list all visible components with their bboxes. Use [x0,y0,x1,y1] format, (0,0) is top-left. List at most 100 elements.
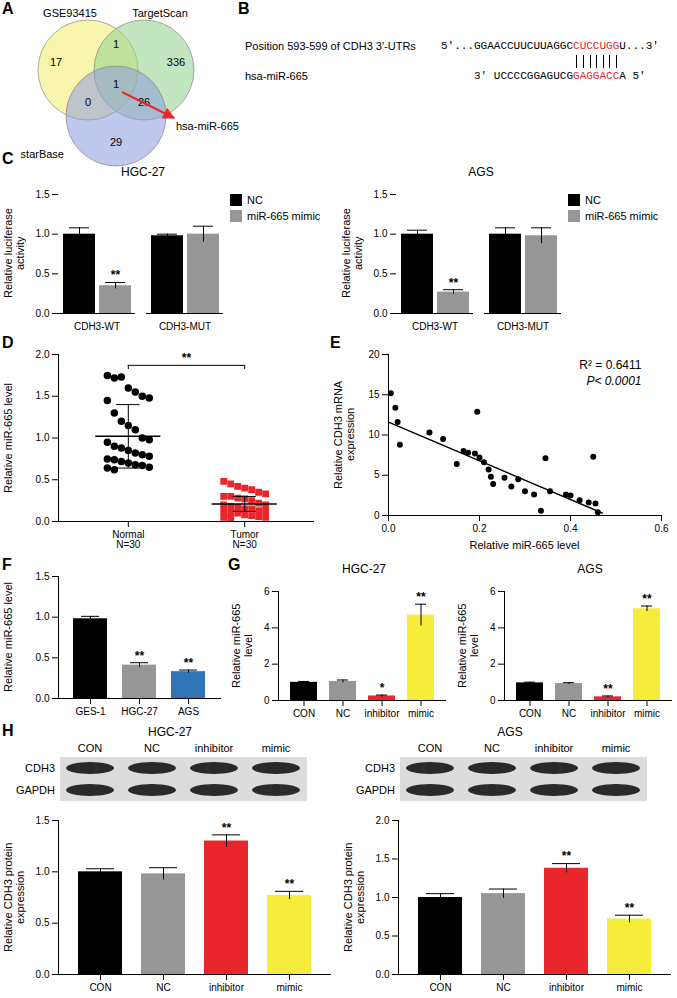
svg-text:4: 4 [490,622,496,633]
svg-text:0.0: 0.0 [36,308,50,319]
svg-text:1.5: 1.5 [374,189,388,200]
svg-text:5: 5 [374,469,380,480]
svg-text:R² = 0.6411: R² = 0.6411 [579,358,641,372]
svg-text:*: * [380,681,385,695]
svg-text:1.5: 1.5 [36,189,50,200]
svg-text:10: 10 [368,429,380,440]
svg-text:**: ** [449,276,459,290]
svg-text:0.4: 0.4 [564,523,578,534]
svg-text:**: ** [222,821,232,835]
svg-text:CDH3-WT: CDH3-WT [74,321,120,332]
svg-text:1.5: 1.5 [376,853,390,864]
svg-text:1: 1 [113,38,119,50]
svg-text:0.5: 0.5 [36,268,50,279]
svg-text:GAPDH: GAPDH [16,784,55,796]
svg-text:0: 0 [85,96,91,108]
svg-text:CDH3-MUT: CDH3-MUT [497,321,549,332]
svg-text:336: 336 [167,56,185,68]
svg-text:6: 6 [490,586,496,597]
svg-text:CON: CON [89,982,111,993]
svg-text:20: 20 [368,349,380,360]
svg-text:NormalN=30: NormalN=30 [112,529,144,550]
svg-text:CON: CON [519,708,541,719]
svg-text:15: 15 [368,389,380,400]
svg-text:0.0: 0.0 [376,969,390,980]
svg-text:GES-1: GES-1 [75,706,105,717]
svg-text:NC: NC [144,742,160,754]
svg-text:NC: NC [156,982,170,993]
svg-text:inhibitor: inhibitor [364,708,400,719]
svg-text:**: ** [562,849,572,863]
svg-text:**: ** [625,901,635,915]
svg-text:NC: NC [484,742,500,754]
svg-text:6: 6 [264,586,270,597]
svg-text:HGC-27: HGC-27 [148,725,192,739]
svg-text:inhibitor: inhibitor [195,742,234,754]
svg-text:0.0: 0.0 [36,693,50,704]
svg-text:starBase: starBase [21,148,64,160]
svg-text:1.0: 1.0 [36,228,50,239]
svg-text:mimic: mimic [262,742,291,754]
svg-text:TargetScan: TargetScan [132,8,188,19]
svg-text:mimic: mimic [276,982,302,993]
svg-text:GSE93415: GSE93415 [43,8,97,19]
svg-text:mimic: mimic [616,982,642,993]
svg-text:1.0: 1.0 [374,228,388,239]
svg-text:2.0: 2.0 [376,815,390,826]
svg-text:1.0: 1.0 [36,611,50,622]
svg-text:**: ** [184,656,194,670]
svg-text:17: 17 [50,56,62,68]
svg-text:AGS: AGS [497,725,522,739]
svg-text:1.5: 1.5 [36,571,50,582]
svg-text:4: 4 [264,622,270,633]
svg-text:0.0: 0.0 [382,523,396,534]
svg-text:1.0: 1.0 [36,866,50,877]
svg-text:0: 0 [264,695,270,706]
svg-text:0.0: 0.0 [36,516,50,527]
svg-text:CON: CON [78,742,103,754]
svg-text:1.0: 1.0 [376,892,390,903]
svg-text:mimic: mimic [634,708,660,719]
svg-text:0.6: 0.6 [655,523,669,534]
svg-text:0.5: 0.5 [376,930,390,941]
svg-text:inhibitor: inhibitor [209,982,245,993]
svg-text:2: 2 [490,658,496,669]
svg-text:1: 1 [113,78,119,90]
svg-text:**: ** [642,592,652,606]
svg-text:mimic: mimic [602,742,631,754]
svg-text:**: ** [603,682,613,696]
svg-text:GAPDH: GAPDH [356,784,395,796]
svg-text:0.5: 0.5 [36,474,50,485]
svg-text:0.2: 0.2 [473,523,487,534]
svg-text:NC: NC [562,708,576,719]
svg-text:0: 0 [374,510,380,521]
svg-text:NC: NC [336,708,350,719]
svg-text:2: 2 [264,658,270,669]
svg-text:1.0: 1.0 [36,432,50,443]
svg-text:0.5: 0.5 [36,652,50,663]
svg-text:CON: CON [418,742,443,754]
svg-text:inhibitor: inhibitor [549,982,585,993]
svg-text:mimic: mimic [408,708,434,719]
svg-text:1.5: 1.5 [36,390,50,401]
svg-text:CDH3: CDH3 [365,762,395,774]
svg-text:inhibitor: inhibitor [535,742,574,754]
svg-text:29: 29 [110,136,122,148]
svg-text:inhibitor: inhibitor [590,708,626,719]
svg-text:**: ** [135,649,145,663]
svg-text:**: ** [182,351,192,365]
svg-text:**: ** [111,268,121,282]
svg-text:2.0: 2.0 [36,349,50,360]
svg-text:TumorN=30: TumorN=30 [230,529,259,550]
svg-text:0.5: 0.5 [374,268,388,279]
svg-text:NC: NC [496,982,510,993]
svg-text:hsa-miR-665: hsa-miR-665 [176,120,239,132]
svg-text:CDH3-MUT: CDH3-MUT [159,321,211,332]
svg-text:**: ** [285,877,295,891]
svg-text:1.5: 1.5 [36,815,50,826]
svg-text:P< 0.0001: P< 0.0001 [586,374,641,388]
svg-text:AGS: AGS [178,706,199,717]
svg-text:**: ** [416,590,426,604]
svg-text:HGC-27: HGC-27 [121,706,158,717]
svg-text:0.0: 0.0 [36,969,50,980]
